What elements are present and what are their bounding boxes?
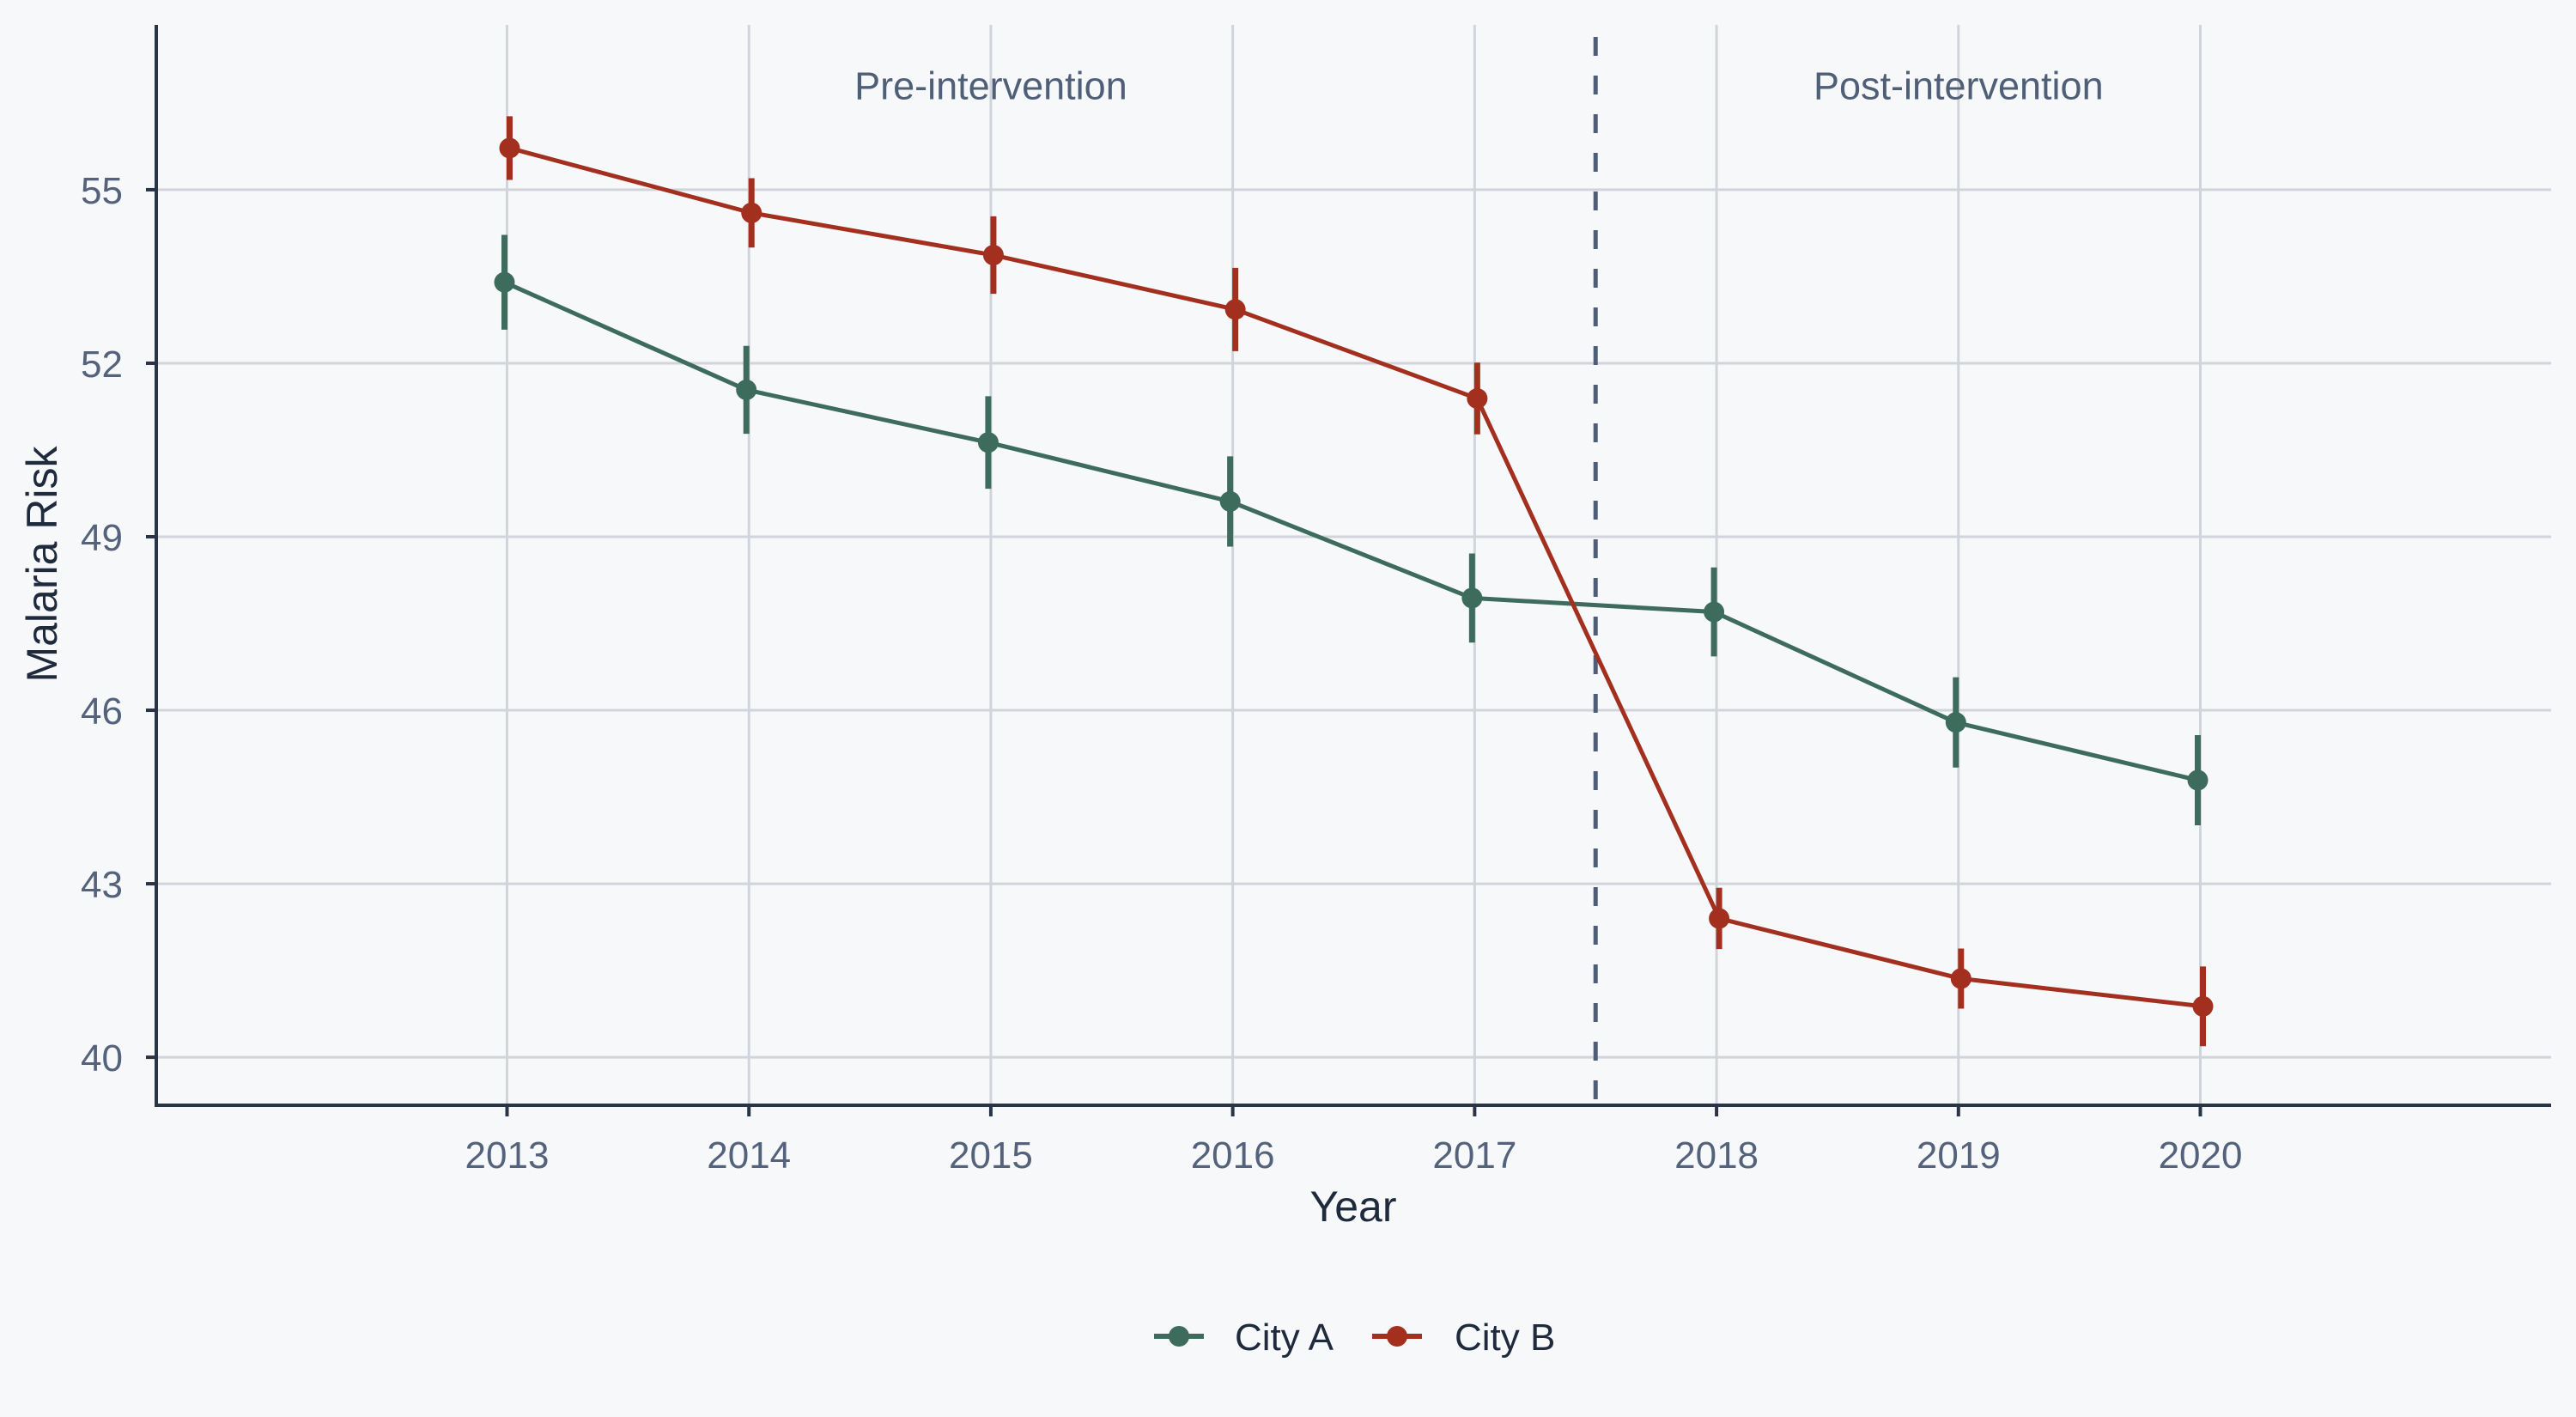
axes <box>146 25 2551 1116</box>
legend-label-city-a: City A <box>1235 1317 1334 1359</box>
x-axis-title: Year <box>1309 1183 1396 1231</box>
legend: City A City B <box>1154 1317 1555 1359</box>
data-point-city-a <box>977 432 999 453</box>
x-tick-label: 2013 <box>465 1134 550 1177</box>
series-city-b <box>499 116 2214 1047</box>
data-point-city-a <box>1219 490 1241 512</box>
series-line-city-b <box>508 146 2203 1009</box>
data-point-city-b <box>1709 908 1730 929</box>
y-tick-label: 46 <box>81 690 123 733</box>
annotations: Pre-intervention Post-intervention <box>854 64 2104 108</box>
data-point-city-a <box>1461 587 1483 609</box>
series-layer <box>494 116 2214 1047</box>
data-point-city-b <box>1467 388 1488 410</box>
data-point-city-b <box>982 245 1004 266</box>
y-axis-ticks: 40 43 46 49 52 55 <box>81 170 123 1079</box>
data-point-city-a <box>2187 769 2208 791</box>
x-axis-ticks: 2013 2014 2015 2016 2017 2018 2019 2020 <box>465 1134 2243 1177</box>
gridlines <box>156 25 2551 1105</box>
data-point-city-b <box>741 202 762 223</box>
series-city-a <box>494 234 2208 826</box>
legend-item-city-a[interactable]: City A <box>1154 1317 1334 1359</box>
y-tick-label: 49 <box>81 517 123 559</box>
legend-label-city-b: City B <box>1455 1317 1555 1359</box>
y-tick-label: 55 <box>81 170 123 212</box>
x-tick-label: 2014 <box>707 1134 791 1177</box>
data-point-city-a <box>494 271 515 293</box>
data-point-city-b <box>499 137 520 159</box>
y-axis-title: Malaria Risk <box>18 445 66 682</box>
data-point-city-a <box>736 379 757 400</box>
data-point-city-b <box>2192 995 2214 1017</box>
series-line-city-a <box>503 280 2199 782</box>
x-tick-label: 2015 <box>949 1134 1033 1177</box>
data-point-city-b <box>1224 299 1246 320</box>
data-point-city-a <box>1945 712 1966 733</box>
y-tick-label: 52 <box>81 344 123 386</box>
y-tick-label: 40 <box>81 1037 123 1079</box>
annotation-pre-intervention: Pre-intervention <box>854 64 1127 108</box>
data-point-city-a <box>1704 601 1725 623</box>
data-point-city-b <box>1950 968 1971 989</box>
legend-key-marker-city-b <box>1387 1326 1407 1347</box>
legend-key-marker-city-a <box>1169 1326 1189 1347</box>
x-tick-label: 2017 <box>1432 1134 1516 1177</box>
x-tick-label: 2016 <box>1191 1134 1275 1177</box>
legend-item-city-b[interactable]: City B <box>1372 1317 1555 1359</box>
x-tick-label: 2020 <box>2159 1134 2243 1177</box>
x-tick-label: 2019 <box>1917 1134 2001 1177</box>
annotation-post-intervention: Post-intervention <box>1814 64 2104 108</box>
x-tick-label: 2018 <box>1674 1134 1759 1177</box>
y-tick-label: 43 <box>81 864 123 906</box>
